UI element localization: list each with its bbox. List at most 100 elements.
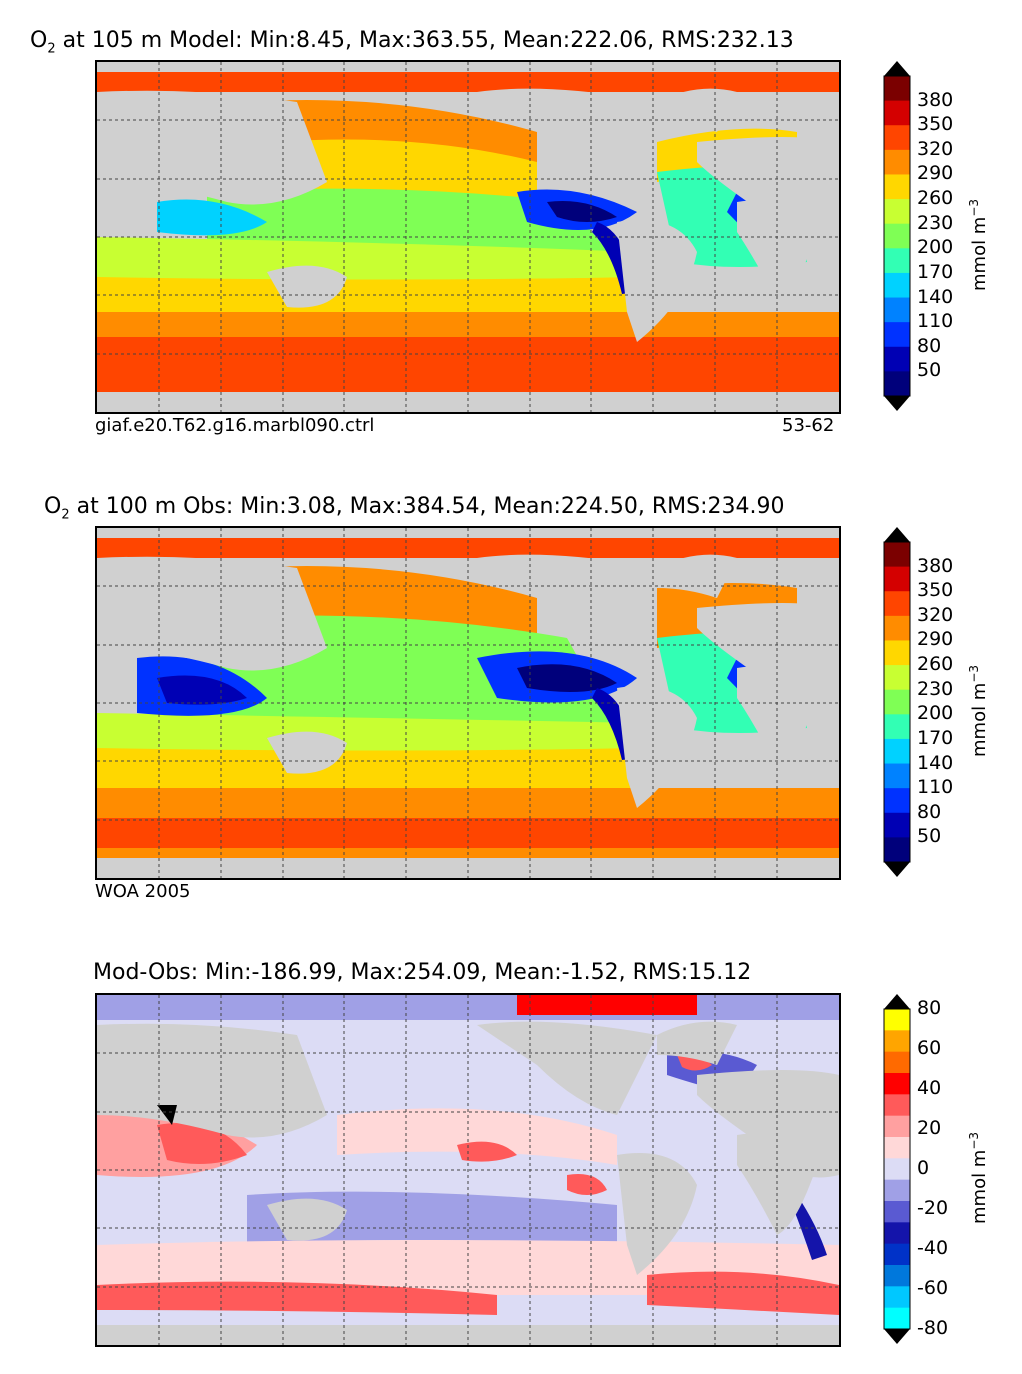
- colorbar-tick-label: 0: [917, 1157, 930, 1179]
- panel-3-map: [95, 993, 841, 1347]
- colorbar-units-label: mmol m−3: [967, 1131, 990, 1224]
- colorbar-segment: [884, 174, 910, 200]
- colorbar-tick-label: 200: [917, 702, 954, 725]
- colorbar-segment: [884, 1137, 910, 1159]
- colorbar-segment: [884, 665, 910, 691]
- colorbar-segment: [884, 1307, 910, 1330]
- colorbar-segment: [884, 591, 910, 617]
- colorbar-segment: [884, 1179, 910, 1202]
- panel-1-caption-right: 53-62: [782, 415, 835, 436]
- colorbar-tick-label: -60: [917, 1277, 949, 1299]
- colorbar-tick-label: 230: [917, 211, 954, 234]
- colorbar-tick-label: -80: [917, 1317, 949, 1339]
- colorbar-tick-label: 260: [917, 653, 954, 676]
- colorbar-tick-label: 320: [917, 603, 954, 626]
- colorbar-segment: [884, 1286, 910, 1309]
- colorbar-segment: [884, 763, 910, 789]
- colorbar-segment: [884, 615, 910, 641]
- colorbar-segment: [884, 125, 910, 151]
- colorbar-units-label: mmol m−3: [967, 198, 990, 291]
- colorbar-segment: [884, 1115, 910, 1138]
- colorbar-extend-top: [884, 61, 910, 76]
- colorbar-tick-label: 290: [917, 162, 954, 185]
- colorbar-tick-label: 170: [917, 726, 954, 749]
- colorbar-svg: [883, 994, 911, 1344]
- colorbar-tick-label: 110: [917, 776, 954, 799]
- colorbar-segment: [884, 1051, 910, 1074]
- colorbar-extend-bottom: [884, 396, 910, 411]
- colorbar-segment: [884, 738, 910, 765]
- colorbar-segment: [884, 322, 910, 348]
- colorbar-tick-label: -40: [917, 1237, 949, 1259]
- colorbar-segment: [884, 100, 910, 126]
- colorbar-segment: [884, 371, 910, 397]
- panel-3-colorbar: 80 60 40 20 0 -20 -40 -60 -80 mmol m−3: [883, 993, 1022, 1345]
- panel-3-map-svg: [97, 995, 839, 1345]
- colorbar-extend-bottom: [884, 862, 910, 877]
- colorbar-tick-label: 80: [917, 334, 942, 357]
- colorbar-extend-top: [884, 527, 910, 542]
- colorbar-segment: [884, 542, 910, 568]
- colorbar-units-label: mmol m−3: [967, 664, 990, 757]
- colorbar-tick-label: 380: [917, 554, 954, 577]
- colorbar-segment: [884, 297, 910, 323]
- colorbar-tick-label: 140: [917, 751, 954, 774]
- colorbar-segment: [884, 1009, 910, 1031]
- panel-2-map: [95, 526, 841, 880]
- colorbar-border: [883, 75, 911, 397]
- colorbar-tick-label: 60: [917, 1037, 942, 1059]
- colorbar-segment: [884, 812, 910, 838]
- colorbar-segment: [884, 788, 910, 814]
- colorbar-tick-label: 140: [917, 285, 954, 308]
- colorbar-tick-label: 110: [917, 310, 954, 333]
- colorbar-segment: [884, 1158, 910, 1181]
- colorbar-tick-label: 260: [917, 187, 954, 210]
- colorbar-extend-top: [884, 994, 910, 1009]
- colorbar-segment: [884, 837, 910, 863]
- panel-2-title: O2 at 100 m Obs: Min:3.08, Max:384.54, M…: [44, 494, 785, 523]
- panel-1-title: O2 at 105 m Model: Min:8.45, Max:363.55,…: [30, 28, 794, 57]
- colorbar-segment: [884, 272, 910, 299]
- colorbar-tick-label: 50: [917, 359, 942, 382]
- panel-1-caption-left: giaf.e20.T62.g16.marbl090.ctrl: [95, 415, 375, 436]
- colorbar-svg: [883, 61, 911, 411]
- colorbar-segment: [884, 76, 910, 102]
- colorbar-segment: [884, 223, 910, 249]
- colorbar-segment: [884, 640, 910, 666]
- colorbar-tick-label: 290: [917, 628, 954, 651]
- colorbar-tick-label: 380: [917, 88, 954, 111]
- colorbar-segment: [884, 1094, 910, 1117]
- colorbar-tick-label: 80: [917, 997, 942, 1019]
- colorbar-segment: [884, 1222, 910, 1245]
- colorbar-tick-label: 40: [917, 1077, 942, 1099]
- panel-2-map-svg: [97, 528, 839, 878]
- colorbar-segment: [884, 149, 910, 175]
- colorbar-segment: [884, 1201, 910, 1223]
- colorbar-segment: [884, 1073, 910, 1095]
- panel-2-caption-left: WOA 2005: [95, 881, 191, 902]
- colorbar-extend-bottom: [884, 1329, 910, 1344]
- colorbar-tick-label: 170: [917, 260, 954, 283]
- colorbar-tick-label: 50: [917, 825, 942, 848]
- colorbar-tick-label: -20: [917, 1197, 949, 1219]
- colorbar-tick-label: 20: [917, 1117, 942, 1139]
- colorbar-segment: [884, 346, 910, 372]
- colorbar-tick-label: 200: [917, 236, 954, 259]
- colorbar-border: [883, 541, 911, 863]
- colorbar-segment: [884, 689, 910, 715]
- colorbar-segment: [884, 1265, 910, 1287]
- colorbar-segment: [884, 1243, 910, 1266]
- colorbar-tick-label: 80: [917, 800, 942, 823]
- colorbar-tick-label: 320: [917, 137, 954, 160]
- panel-1-colorbar: 380 350 320 290 260 230 200 170 140 110 80 50 mmol m…: [883, 60, 1022, 412]
- colorbar-border: [883, 1008, 911, 1330]
- colorbar-segment: [884, 714, 910, 740]
- colorbar-tick-label: 350: [917, 113, 954, 136]
- panel-3-title: Mod-Obs: Min:-186.99, Max:254.09, Mean:-…: [93, 960, 752, 985]
- colorbar-tick-label: 350: [917, 579, 954, 602]
- colorbar-svg: [883, 527, 911, 877]
- panel-1-map-svg: [97, 62, 839, 412]
- colorbar-segment: [884, 1030, 910, 1053]
- colorbar-segment: [884, 566, 910, 592]
- colorbar-segment: [884, 248, 910, 274]
